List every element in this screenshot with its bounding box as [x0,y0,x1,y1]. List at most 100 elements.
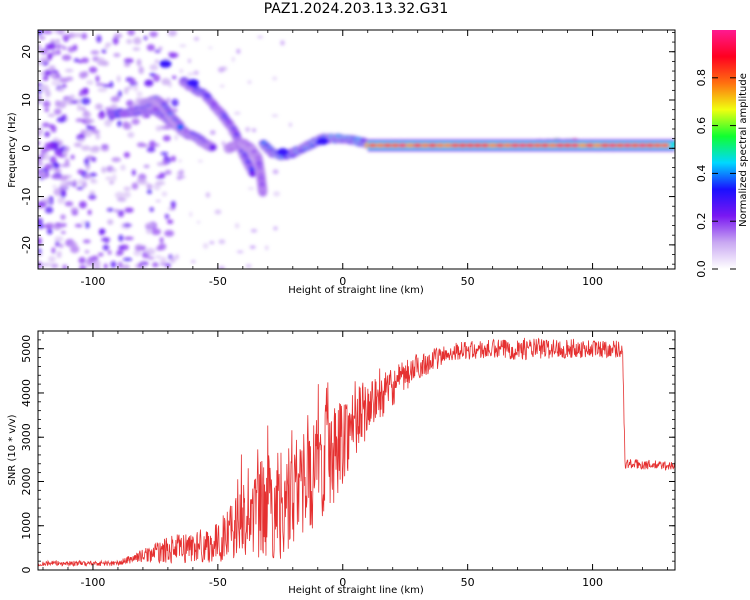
spectrogram-noise-speckle [178,169,185,176]
spectrogram-noise-speckle [38,141,41,145]
spectrogram-noise-speckle [81,181,87,188]
spectrogram-noise-speckle [73,58,80,63]
spectrogram-noise-speckle [78,138,86,143]
spectrogram-noise-speckle [157,46,163,51]
spectrogram-ridge-point [176,124,184,131]
spectrogram-noise-speckle [101,237,111,242]
spectrogram-noise-speckle [149,31,158,38]
spectrogram-noise-speckle [117,261,123,269]
spectrogram-noise-speckle [50,125,57,133]
spectrogram-noise-speckle [52,225,62,231]
spectrogram-noise-speckle [64,158,70,166]
spectrogram-noise-speckle [245,126,251,133]
spectrogram-noise-speckle [110,96,120,103]
spectrogram-noise-speckle [218,266,225,269]
spectrogram-noise-speckle [146,147,156,153]
spectrogram-noise-speckle [122,257,133,262]
spectrogram-blob [316,137,329,146]
spectrogram-noise-speckle [231,56,235,63]
spectrogram-noise-speckle [123,122,132,130]
spectrogram-noise-speckle [138,66,144,75]
colorbar-tick-label: 0.6 [695,117,708,135]
spectrogram-noise-speckle [70,207,79,213]
spectrogram-main-band-core [495,143,506,148]
spectrogram-main-band-core [457,143,468,148]
spectrogram-main-band-core [555,143,566,148]
spectrogram-noise-speckle [149,207,154,212]
spectrogram-noise-speckle [158,172,167,177]
spectrogram-noise-speckle [141,143,149,148]
spectrogram-noise-speckle [38,156,43,162]
spectrogram-noise-speckle [65,68,74,73]
colorbar-label: Normalized spectral amplitude [738,73,749,227]
colorbar-tick-label: 0.8 [695,69,708,87]
spectrogram-noise-speckle [271,114,279,117]
spectrogram-noise-speckle [75,118,85,123]
spectrogram-noise-speckle [60,230,66,235]
spectrogram-noise-speckle [138,180,149,185]
spectrogram-noise-speckle [125,99,134,107]
spectrogram-main-band-core [480,143,491,148]
spectrogram-noise-speckle [166,219,174,225]
spectrogram-noise-speckle [137,263,143,268]
spectrogram-y-tick-label: 20 [20,45,33,59]
spectrogram-main-band-core [652,143,663,148]
spectrogram-noise-speckle [76,103,82,112]
colorbar-ticks: 0.0 0.2 0.4 0.6 0.8 [695,69,736,278]
spectrogram-noise-speckle [250,228,258,233]
spectrogram-noise-speckle [247,187,255,190]
spectrogram-noise-speckle [57,87,65,92]
spectrogram-y-tick-label: -20 [20,236,33,254]
spectrogram-ridge-point [209,144,217,151]
spectrogram-energy [38,30,675,269]
spectrogram-noise-speckle [40,56,48,63]
spectrogram-noise-speckle [155,255,162,259]
spectrogram-noise-speckle [56,250,62,259]
spectrogram-noise-speckle [56,43,61,50]
spectrogram-blob [159,59,172,68]
spectrogram-noise-speckle [288,122,292,127]
colorbar-tick-label: 0.0 [695,260,708,278]
spectrogram-main-band-core [585,143,596,148]
spectrogram-noise-speckle [143,164,150,168]
spectrogram-ridge-point [259,190,267,197]
spectrogram-noise-speckle [87,209,92,216]
spectrogram-x-ticks: -100 -50 0 50 100 [42,30,668,288]
spectrogram-noise-speckle [131,118,140,125]
spectrogram-main-band-core [660,143,671,148]
spectrogram-noise-speckle [81,106,86,111]
spectrogram-noise-speckle [88,172,98,177]
spectrogram-noise-speckle [118,245,124,249]
spectrogram-main-band-core [540,143,551,148]
spectrogram-noise-speckle [72,33,83,38]
spectrogram-noise-speckle [61,54,72,61]
spectrogram-noise-speckle [67,32,76,39]
spectrogram-noise-speckle [77,169,84,175]
spectrogram-noise-speckle [121,264,131,269]
spectrogram-x-tick-label: 100 [582,275,603,288]
spectrogram-noise-speckle [146,228,152,234]
spectrogram-main-band-core [607,143,618,148]
spectrogram-noise-speckle [38,30,43,36]
spectrogram-y-tick-label: -10 [20,188,33,206]
spectrogram-noise-speckle [39,170,47,179]
spectrogram-noise-speckle [175,254,179,260]
spectrogram-noise-speckle [82,239,91,244]
spectrogram-noise-speckle [149,64,159,71]
spectrogram-blob [186,79,199,88]
spectrogram-main-band-core [592,143,603,148]
spectrogram-noise-speckle [257,35,263,39]
spectrogram-noise-speckle [251,128,257,133]
spectrogram-noise-speckle [117,197,127,202]
spectrogram-noise-speckle [91,156,97,163]
spectrogram-noise-speckle [65,146,70,152]
spectrogram-main-band-core [532,143,543,148]
spectrogram-noise-speckle [264,245,269,251]
colorbar: 0.0 0.2 0.4 0.6 0.8 Normalized spectral ampl… [695,30,749,278]
spectrogram-main-band-core [382,143,393,148]
spectrogram-noise-speckle [70,99,79,104]
spectrogram-noise-speckle [59,44,65,49]
spectrogram-noise-speckle [85,163,90,171]
spectrogram-noise-speckle [272,76,278,81]
snr-y-ticks: 0 1000 2000 3000 4000 5000 [20,330,675,574]
